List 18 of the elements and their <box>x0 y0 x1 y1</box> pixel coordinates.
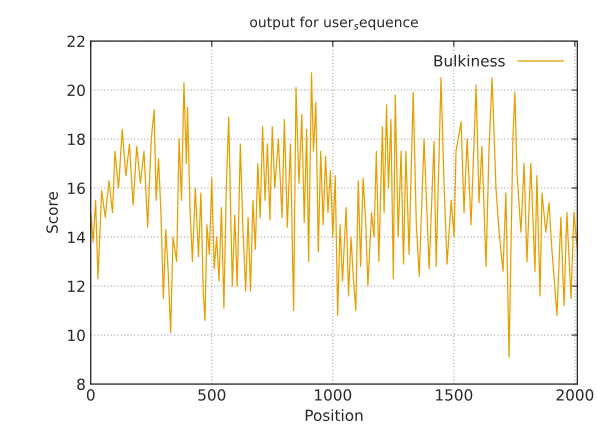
x-tick-label: 2000 <box>556 389 594 401</box>
legend-label: Bulkiness <box>434 54 505 67</box>
x-tick-label: 500 <box>198 389 226 401</box>
y-axis-title: Score <box>46 192 58 233</box>
y-tick-label: 12 <box>68 280 84 292</box>
line-series <box>90 72 578 358</box>
y-tick-label: 20 <box>68 84 85 96</box>
y-tick-label: 22 <box>68 36 84 47</box>
chart-title: output for user$_{s}$equence <box>250 16 418 30</box>
y-tick-label: 16 <box>68 182 85 194</box>
x-axis-title: Position <box>306 409 362 422</box>
y-tick-label: 18 <box>68 134 85 146</box>
y-tick-label: 10 <box>68 330 85 342</box>
x-tick-label: 0 <box>86 389 95 401</box>
y-tick-label: 8 <box>77 378 85 390</box>
x-tick-label: 1000 <box>315 389 352 401</box>
y-tick-label: 14 <box>68 232 86 243</box>
x-tick-label: 1500 <box>436 389 472 401</box>
